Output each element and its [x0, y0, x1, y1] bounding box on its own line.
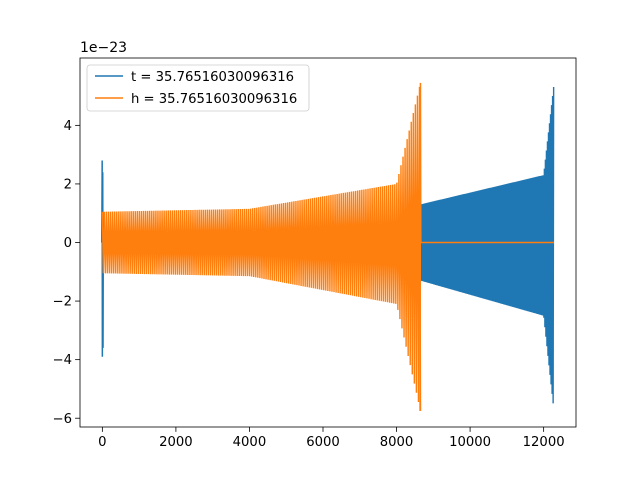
series-t-line	[420, 86, 555, 404]
x-tick-label: 0	[98, 435, 106, 450]
y-tick-label: 4	[64, 119, 72, 134]
x-axis: 0 2000 4000 6000 8000 10000 12000	[98, 427, 565, 450]
series-h-line	[101, 86, 422, 411]
legend-label-h: h = 35.76516030096316	[131, 92, 297, 107]
x-tick-label: 6000	[306, 435, 340, 450]
y-tick-label: 0	[64, 236, 72, 251]
y-axis: −6 −4 −2 0 2 4	[53, 119, 80, 427]
y-tick-label: 2	[64, 178, 72, 193]
x-tick-label: 2000	[159, 435, 193, 450]
offset-text: 1e−23	[80, 40, 127, 56]
y-tick-label: −2	[53, 295, 72, 310]
x-tick-label: 12000	[523, 435, 565, 450]
series-h-peak	[418, 82, 422, 411]
x-tick-label: 8000	[380, 435, 414, 450]
series-t-spike	[101, 160, 105, 357]
legend: t = 35.76516030096316 h = 35.76516030096…	[86, 64, 310, 112]
y-tick-label: −6	[53, 412, 72, 427]
plot-area	[101, 82, 555, 411]
x-tick-label: 4000	[233, 435, 267, 450]
legend-label-t: t = 35.76516030096316	[131, 70, 294, 85]
legend-box	[86, 64, 310, 112]
y-tick-label: −4	[53, 353, 72, 368]
x-tick-label: 10000	[449, 435, 491, 450]
